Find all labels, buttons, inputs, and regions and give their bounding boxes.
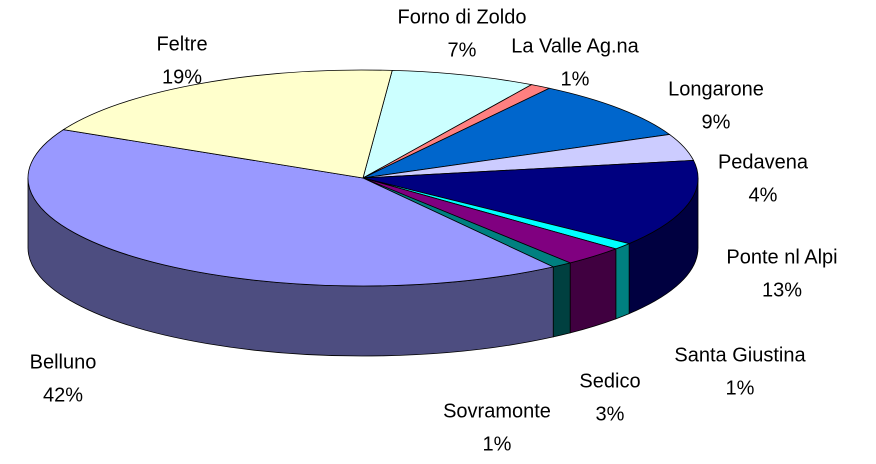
slice-side	[552, 262, 571, 338]
value-label: 7%	[448, 39, 477, 61]
slice-label: Belluno	[30, 351, 97, 373]
slice	[362, 159, 699, 245]
slice-label: Santa Giustina	[674, 344, 806, 366]
value-label: 13%	[762, 279, 802, 301]
value-label: 9%	[702, 111, 731, 133]
slice-label: Pedavena	[718, 151, 809, 173]
slice-label: Forno di Zoldo	[398, 6, 527, 28]
value-label: 19%	[162, 66, 202, 88]
slice-label: Sovramonte	[443, 400, 551, 422]
slice	[62, 69, 393, 179]
value-label: 1%	[561, 68, 590, 90]
slice-label: Sedico	[579, 370, 640, 392]
value-label: 1%	[483, 433, 512, 455]
slice	[362, 70, 533, 179]
slice-label: Longarone	[668, 78, 764, 100]
slice-side	[615, 242, 630, 320]
value-label: 42%	[43, 384, 83, 406]
slice	[27, 129, 555, 287]
value-label: 3%	[596, 403, 625, 425]
slice-label: La Valle Ag.na	[511, 35, 639, 57]
value-label: 4%	[749, 184, 778, 206]
slice-label: Feltre	[156, 33, 207, 55]
slice	[362, 87, 671, 179]
value-label: 1%	[726, 377, 755, 399]
slice-label: Ponte nl Alpi	[726, 246, 837, 268]
